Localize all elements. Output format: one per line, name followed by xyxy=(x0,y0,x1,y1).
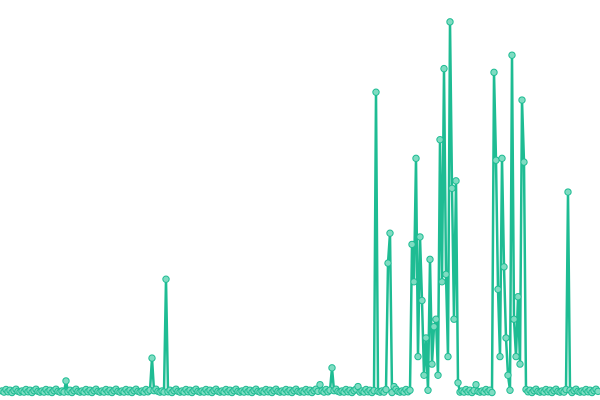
point-marker xyxy=(594,387,600,396)
point-marker xyxy=(510,315,518,323)
point-marker xyxy=(416,233,424,241)
point-marker xyxy=(408,240,416,249)
point-marker xyxy=(488,388,496,397)
point-marker xyxy=(492,156,500,164)
point-marker xyxy=(446,18,454,26)
point-marker xyxy=(496,352,504,361)
point-marker xyxy=(564,188,572,196)
point-marker xyxy=(412,154,420,163)
point-marker xyxy=(502,334,510,342)
point-marker xyxy=(382,385,390,394)
point-marker xyxy=(424,386,432,394)
point-marker xyxy=(420,371,428,379)
point-marker xyxy=(448,184,456,193)
point-marker xyxy=(508,51,516,59)
point-marker xyxy=(516,360,524,368)
point-marker xyxy=(432,315,440,323)
point-marker xyxy=(316,380,324,389)
point-marker xyxy=(418,296,426,305)
point-marker xyxy=(472,380,480,389)
point-marker xyxy=(442,270,450,279)
point-marker xyxy=(372,88,380,96)
point-marker xyxy=(426,255,434,264)
point-marker xyxy=(414,352,422,361)
point-marker xyxy=(162,275,170,283)
point-marker xyxy=(518,96,526,104)
point-marker xyxy=(512,352,520,361)
point-marker xyxy=(498,154,506,163)
point-marker xyxy=(452,177,460,185)
point-marker xyxy=(494,285,502,293)
point-marker xyxy=(428,360,436,368)
point-marker xyxy=(438,278,446,286)
point-marker xyxy=(500,263,508,271)
point-marker xyxy=(62,377,70,385)
point-marker xyxy=(514,293,522,301)
point-marker xyxy=(434,371,442,379)
point-marker xyxy=(148,354,156,362)
point-marker xyxy=(440,64,448,73)
point-marker xyxy=(422,334,430,342)
point-marker xyxy=(520,158,528,166)
point-marker xyxy=(506,386,514,394)
point-marker xyxy=(328,364,336,372)
point-marker xyxy=(490,68,498,77)
point-marker xyxy=(406,386,414,394)
point-marker xyxy=(444,352,452,361)
point-marker xyxy=(430,322,438,331)
point-marker xyxy=(410,278,418,286)
point-marker xyxy=(504,371,512,379)
point-marker xyxy=(384,259,392,267)
point-marker xyxy=(454,379,462,387)
point-marker xyxy=(436,135,444,144)
point-marker xyxy=(386,229,394,237)
point-marker xyxy=(450,315,458,323)
